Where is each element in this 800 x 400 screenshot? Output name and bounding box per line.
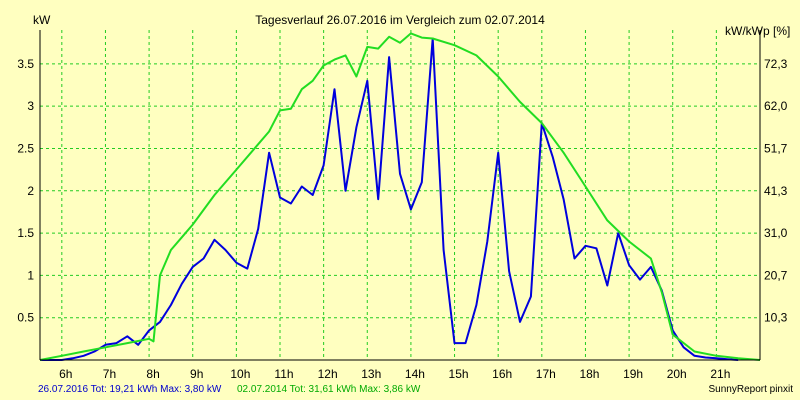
credit-text: SunnyReport pinxit — [709, 384, 794, 395]
x-tick-label: 13h — [361, 367, 381, 381]
right-axis-label: kW/kWp [%] — [725, 24, 790, 38]
x-tick-label: 20h — [667, 367, 687, 381]
right-tick-label: 51,7 — [764, 141, 788, 155]
y-tick-label: 1 — [27, 268, 34, 282]
right-tick-label: 31,0 — [764, 226, 788, 240]
legend-2014: 02.07.2014 Tot: 31,61 kWh Max: 3,86 kW — [237, 384, 421, 395]
y-tick-label: 1.5 — [17, 226, 34, 240]
x-tick-label: 11h — [274, 367, 293, 381]
x-tick-label: 19h — [623, 367, 643, 381]
right-tick-label: 10,3 — [764, 311, 788, 325]
left-axis-label: kW — [33, 13, 51, 27]
x-tick-label: 7h — [103, 367, 116, 381]
x-tick-label: 16h — [492, 367, 512, 381]
right-tick-label: 41,3 — [764, 184, 788, 198]
x-tick-label: 9h — [190, 367, 203, 381]
y-tick-label: 2.5 — [17, 141, 34, 155]
x-tick-label: 8h — [146, 367, 159, 381]
y-tick-labels: 0.5 1 1.5 2 2.5 3 3.5 — [17, 57, 34, 325]
x-tick-labels: 6h 7h 8h 9h 10h 11h 12h 13h 14h 15h 16h 17h 18h 19h 20… — [59, 367, 730, 381]
right-tick-label: 62,0 — [764, 99, 788, 113]
y-tick-label: 3 — [27, 99, 34, 113]
series-layer — [39, 32, 761, 361]
x-tick-label: 14h — [405, 367, 425, 381]
right-tick-label: 20,7 — [764, 268, 788, 282]
right-tick-label: 72,3 — [764, 57, 788, 71]
series-line-2016 — [40, 37, 739, 361]
legend-2016: 26.07.2016 Tot: 19,21 kWh Max: 3,80 kW — [38, 384, 222, 395]
x-tick-label: 17h — [536, 367, 556, 381]
x-tick-label: 18h — [579, 367, 599, 381]
x-tick-label: 6h — [59, 367, 72, 381]
x-tick-label: 12h — [318, 367, 338, 381]
series-line-2014 — [39, 32, 761, 361]
y-tick-label: 0.5 — [17, 311, 34, 325]
x-tick-label: 10h — [230, 367, 250, 381]
y-tick-label: 3.5 — [17, 57, 34, 71]
x-tick-label: 15h — [449, 367, 469, 381]
right-tick-labels: 10,3 20,7 31,0 41,3 51,7 62,0 72,3 — [764, 57, 788, 325]
x-tick-label: 21h — [710, 367, 730, 381]
y-tick-label: 2 — [27, 184, 34, 198]
chart-title: Tagesverlauf 26.07.2016 im Vergleich zum… — [255, 13, 545, 27]
